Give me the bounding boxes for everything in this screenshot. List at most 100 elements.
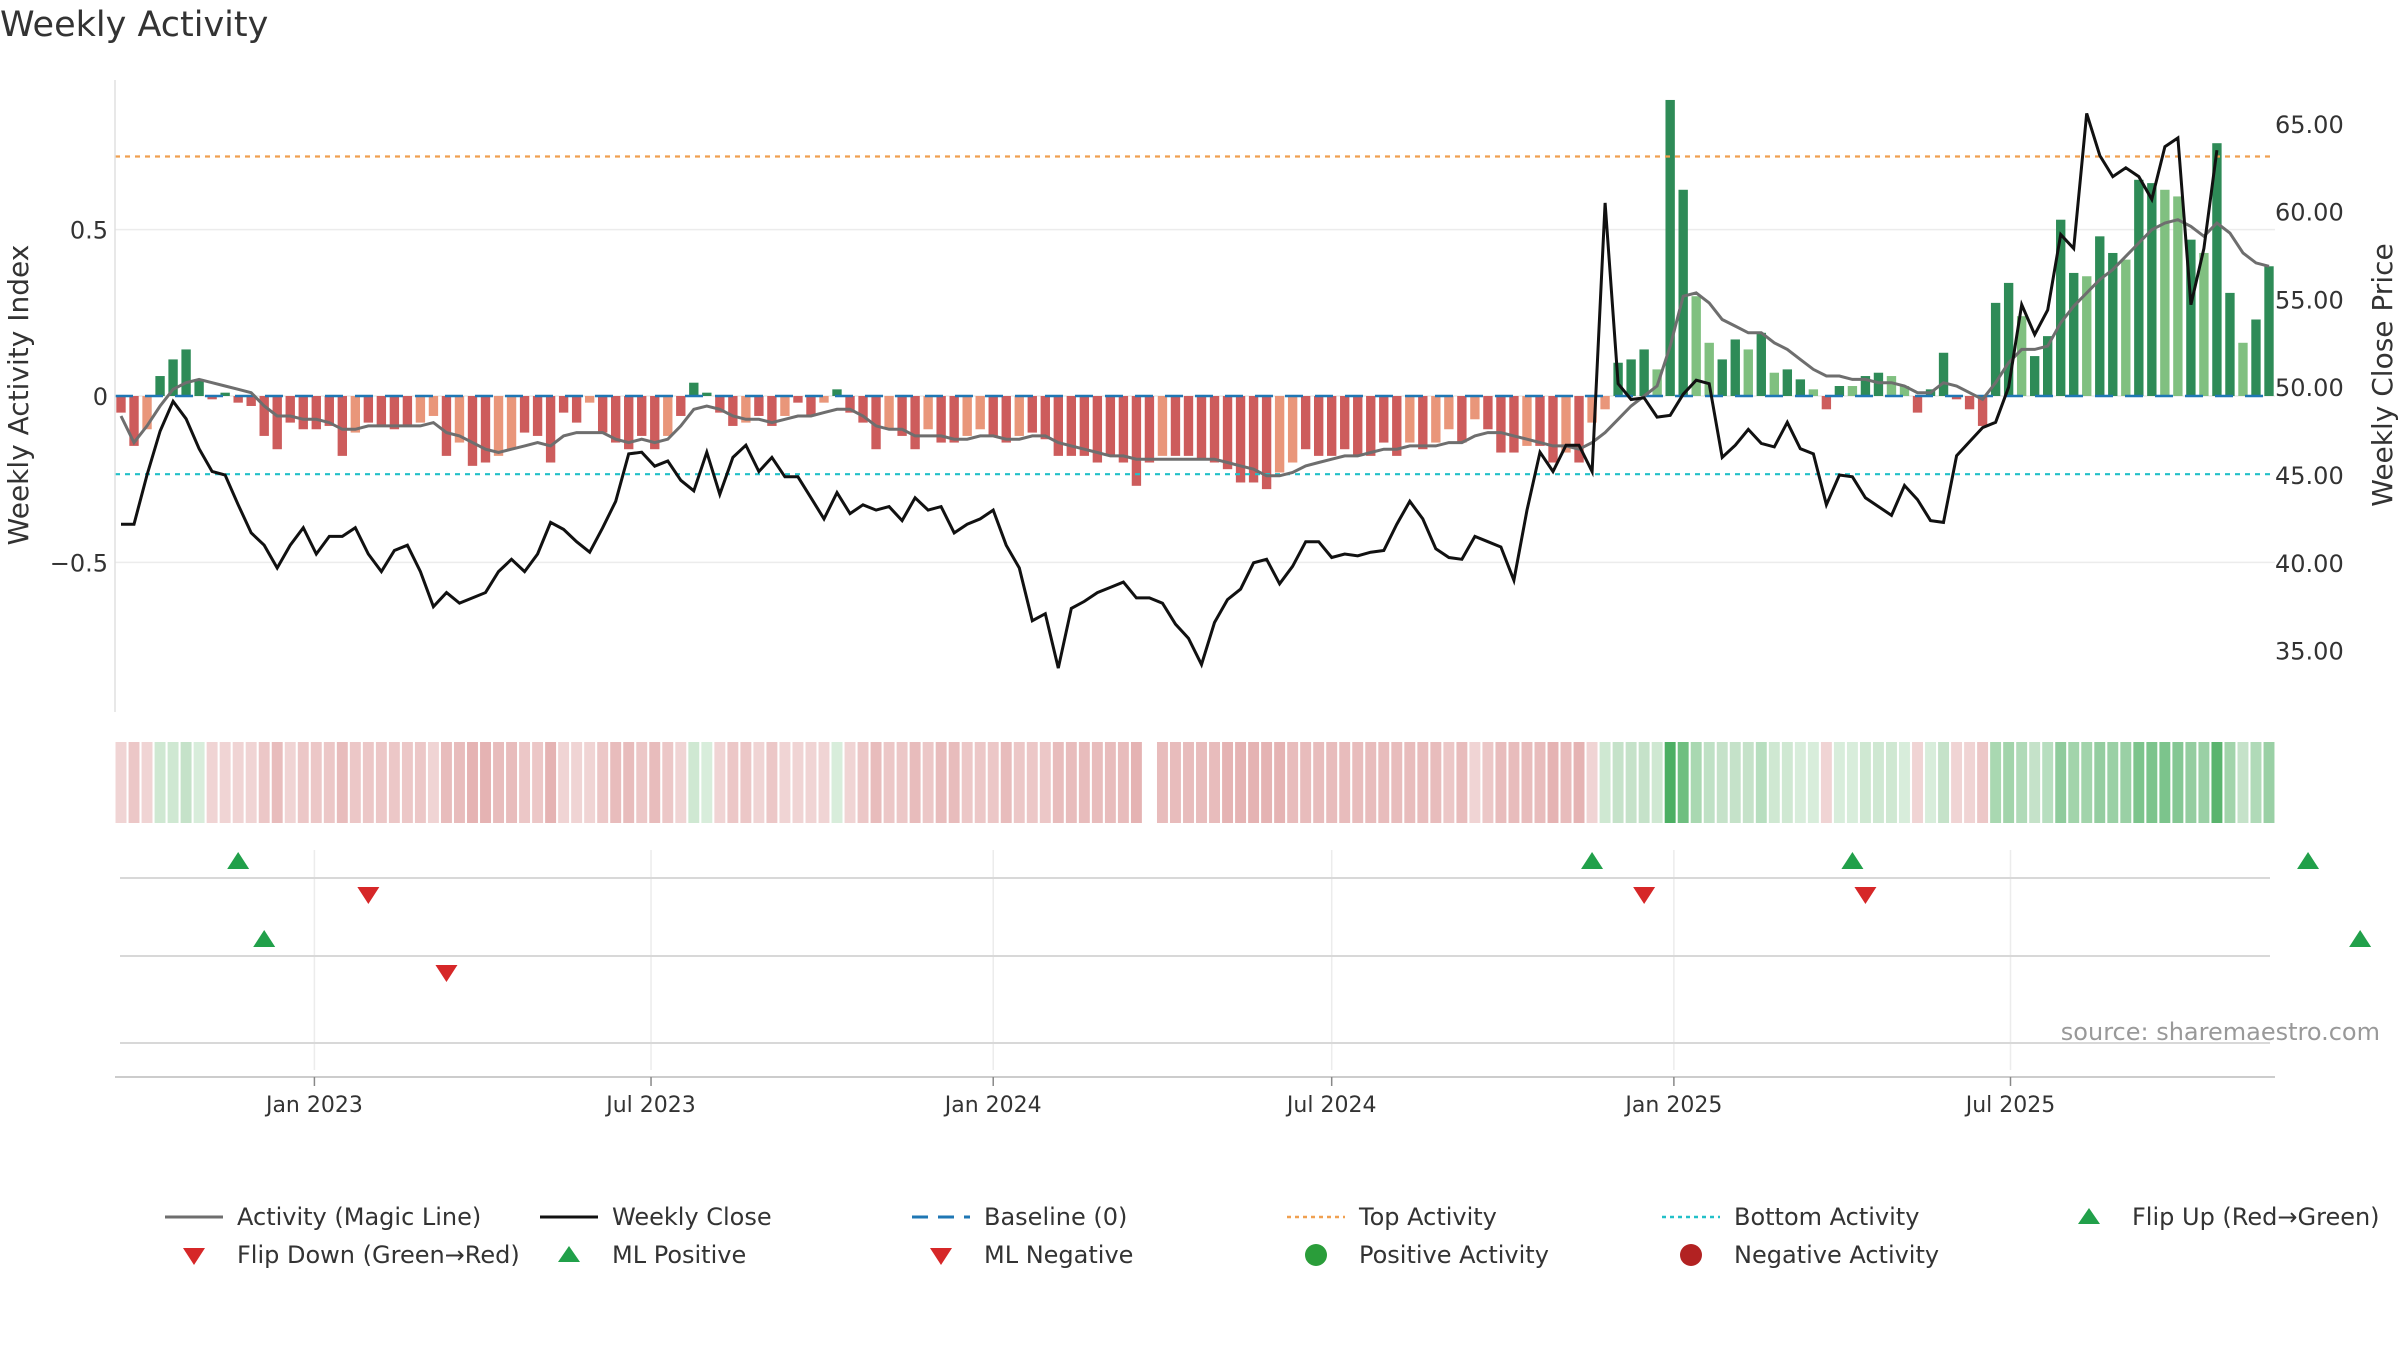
strip-cell	[206, 742, 218, 823]
activity-bar	[2238, 342, 2248, 396]
strip-cell	[493, 742, 504, 823]
activity-bar	[1639, 349, 1649, 396]
activity-bar	[923, 396, 933, 430]
activity-bar	[1522, 396, 1532, 446]
strip-cell	[1274, 742, 1286, 823]
activity-bar	[1353, 396, 1363, 456]
strip-cell	[388, 742, 400, 823]
legend-label: Baseline (0)	[984, 1203, 1127, 1231]
legend-item: Baseline (0)	[912, 1203, 1127, 1231]
activity-bar	[350, 396, 361, 433]
activity-bar	[558, 396, 569, 413]
strip-cell	[1664, 742, 1676, 823]
activity-bar	[1405, 396, 1415, 443]
strip-cell	[961, 742, 973, 823]
strip-cell	[1222, 742, 1234, 823]
strip-cell	[2211, 742, 2223, 823]
strip-cell	[232, 742, 244, 823]
strip-cell	[2172, 742, 2184, 823]
chart-title: Weekly Activity	[0, 5, 268, 45]
activity-bar	[624, 396, 634, 450]
strip-cell	[1820, 742, 1832, 823]
strip-cell	[896, 742, 908, 823]
activity-bar	[1769, 372, 1779, 396]
activity-bar	[1990, 302, 2001, 396]
legend-item: Activity (Magic Line)	[165, 1203, 481, 1231]
activity-bar	[988, 396, 998, 436]
activity-bar	[1951, 396, 1962, 400]
legend-label: ML Negative	[984, 1241, 1133, 1269]
activity-bar	[402, 396, 413, 426]
strip-cell	[2094, 742, 2106, 823]
activity-bar	[2043, 336, 2053, 396]
right-tick-label: 35.00	[2275, 638, 2344, 666]
strip-cell	[284, 742, 296, 823]
strip-cell	[844, 742, 856, 823]
y-axis-right-label: Weekly Close Price	[2366, 243, 2399, 506]
activity-bar	[1561, 396, 1571, 453]
strip-cell	[506, 742, 518, 823]
activity-bar	[780, 396, 790, 416]
legend-swatch	[1680, 1244, 1702, 1266]
strip-cell	[1742, 742, 1754, 823]
activity-bar	[871, 396, 881, 450]
activity-bar	[1379, 396, 1389, 443]
activity-bar	[1548, 396, 1558, 463]
activity-bar	[181, 349, 191, 396]
activity-bar	[2082, 276, 2092, 396]
activity-bar	[2029, 356, 2040, 396]
strip-cell	[2107, 742, 2119, 823]
activity-bar	[1170, 396, 1181, 456]
strip-cell	[1755, 742, 1767, 823]
activity-bar	[207, 396, 217, 400]
strip-cell	[922, 742, 934, 823]
strip-cell	[688, 742, 700, 823]
activity-bar	[949, 396, 959, 443]
activity-bar	[1457, 396, 1467, 443]
strip-cell	[154, 742, 166, 823]
activity-bar	[324, 396, 334, 426]
strip-cell	[297, 742, 309, 823]
strip-cell	[2029, 742, 2041, 823]
strip-cell	[167, 742, 179, 823]
flip-up-marker	[227, 852, 250, 869]
activity-bar	[545, 396, 556, 463]
activity-bar	[2173, 196, 2183, 396]
strip-cell	[1977, 742, 1989, 823]
activity-bar	[2069, 272, 2079, 396]
x-tick-label: Jul 2024	[1285, 1093, 1377, 1118]
strip-cell	[1261, 742, 1273, 823]
strip-cell	[2198, 742, 2210, 823]
activity-bar	[832, 389, 842, 396]
weekly-close-series	[121, 112, 2219, 669]
reference-lines	[115, 155, 2275, 476]
activity-bar	[2095, 236, 2105, 396]
legend-label: ML Positive	[612, 1241, 746, 1269]
strip-cell	[662, 742, 674, 823]
activity-bars	[116, 99, 2274, 490]
activity-bar	[1899, 386, 1910, 396]
activity-bar	[1795, 379, 1806, 396]
flip-up-marker	[2297, 852, 2320, 869]
strip-cell	[1130, 742, 1142, 823]
activity-bar	[1626, 359, 1636, 396]
activity-bar	[1183, 396, 1194, 456]
strip-cell	[1964, 742, 1976, 823]
activity-bar	[129, 396, 139, 446]
strip-cell	[401, 742, 413, 823]
activity-bar	[728, 396, 738, 426]
strip-cell	[1156, 742, 1168, 823]
activity-bar	[806, 396, 816, 416]
strip-cell	[1899, 742, 1910, 823]
activity-bar	[142, 396, 152, 430]
strip-cell	[180, 742, 192, 823]
right-tick-label: 40.00	[2275, 550, 2344, 578]
strip-cell	[1599, 742, 1611, 823]
activity-bar	[2186, 239, 2196, 396]
activity-bar	[1431, 396, 1441, 443]
activity-bar	[376, 396, 387, 426]
strip-cell	[2120, 742, 2132, 823]
right-tick-label: 55.00	[2275, 286, 2344, 314]
activity-bar	[2108, 252, 2118, 396]
activity-bar	[415, 396, 426, 423]
